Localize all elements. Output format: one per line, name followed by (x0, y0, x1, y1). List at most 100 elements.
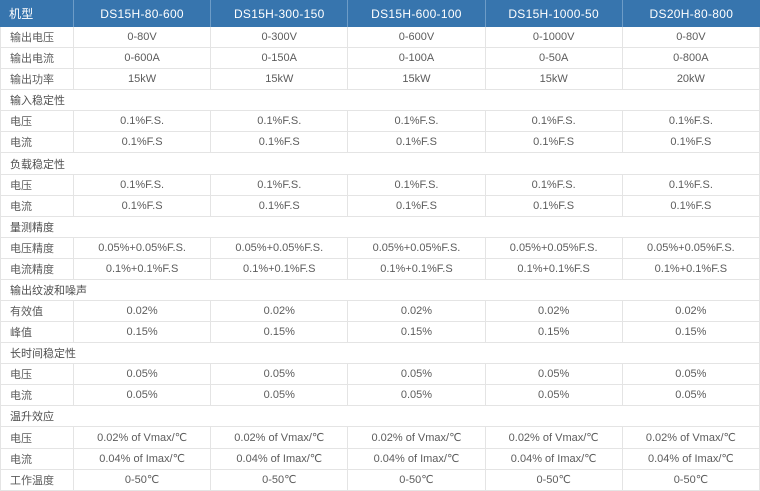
value-cell: 0.02% (74, 301, 212, 323)
row-label: 工作温度 (0, 469, 74, 491)
value-cell: 0-50A (485, 48, 623, 70)
value-cell: 0.05%+0.05%F.S. (348, 237, 486, 259)
value-cell: 0.02% (348, 301, 486, 323)
value-cell: 0-300V (211, 27, 349, 49)
value-cell: 0.1%F.S. (485, 174, 623, 196)
row-label: 电流 (0, 448, 74, 470)
section-label: 负载稳定性 (0, 153, 760, 175)
table-row: 输出电流 0-600A 0-150A 0-100A 0-50A 0-800A (0, 48, 760, 70)
table-row: 工作温度 0-50℃ 0-50℃ 0-50℃ 0-50℃ 0-50℃ (0, 469, 760, 491)
value-cell: 0.1%F.S (348, 132, 486, 154)
value-cell: 0.1%F.S (211, 195, 349, 217)
section-row: 输出纹波和噪声 (0, 279, 760, 302)
value-cell: 0-80V (622, 27, 760, 49)
table-row: 电压 0.1%F.S. 0.1%F.S. 0.1%F.S. 0.1%F.S. 0.1%F.… (0, 174, 760, 196)
value-cell: 0.02% of Vmax/℃ (622, 427, 760, 449)
value-cell: 0.1%F.S. (348, 111, 486, 133)
row-label: 输出功率 (0, 69, 74, 91)
value-cell: 0.1%F.S (622, 132, 760, 154)
table-row: 有效值 0.02% 0.02% 0.02% 0.02% 0.02% (0, 301, 760, 323)
table-row: 电压 0.1%F.S. 0.1%F.S. 0.1%F.S. 0.1%F.S. 0.1%F.… (0, 111, 760, 133)
value-cell: 0.02% (211, 301, 349, 323)
table-row: 电压 0.02% of Vmax/℃ 0.02% of Vmax/℃ 0.02% of… (0, 427, 760, 449)
value-cell: 0.1%+0.1%F.S (348, 258, 486, 280)
value-cell: 0.1%F.S. (211, 174, 349, 196)
value-cell: 0-50℃ (74, 469, 212, 491)
row-label: 电压 (0, 111, 74, 133)
value-cell: 0-600A (74, 48, 212, 70)
value-cell: 0.1%+0.1%F.S (622, 258, 760, 280)
value-cell: 0.15% (348, 322, 486, 344)
value-cell: 0.1%F.S (485, 195, 623, 217)
value-cell: 0-100A (348, 48, 486, 70)
value-cell: 0.1%F.S. (74, 111, 212, 133)
value-cell: 0.1%F.S (348, 195, 486, 217)
model-column-header: DS15H-1000-50 (485, 0, 623, 27)
value-cell: 0.1%+0.1%F.S (74, 258, 212, 280)
section-row: 温升效应 (0, 406, 760, 428)
value-cell: 0-50℃ (485, 469, 623, 491)
value-cell: 15kW (348, 69, 486, 91)
value-cell: 0.04% of Imax/℃ (622, 448, 760, 470)
value-cell: 0.1%F.S. (622, 111, 760, 133)
value-cell: 0.04% of Imax/℃ (74, 448, 212, 470)
value-cell: 0.02% (622, 301, 760, 323)
table-row: 电流 0.1%F.S 0.1%F.S 0.1%F.S 0.1%F.S 0.1%F.S (0, 132, 760, 154)
value-cell: 0.04% of Imax/℃ (211, 448, 349, 470)
value-cell: 0.05% (485, 364, 623, 386)
table-row: 电流 0.04% of Imax/℃ 0.04% of Imax/℃ 0.04% of… (0, 448, 760, 470)
value-cell: 0.15% (211, 322, 349, 344)
value-cell: 0.1%F.S (485, 132, 623, 154)
value-cell: 0.1%F.S. (74, 174, 212, 196)
value-cell: 0.05% (74, 364, 212, 386)
value-cell: 0.15% (74, 322, 212, 344)
value-cell: 0.05% (74, 385, 212, 407)
value-cell: 0.15% (485, 322, 623, 344)
value-cell: 15kW (485, 69, 623, 91)
model-column-header: DS15H-80-600 (74, 0, 212, 27)
row-label: 峰值 (0, 322, 74, 344)
value-cell: 0.1%F.S (74, 132, 212, 154)
section-label: 量测精度 (0, 216, 760, 238)
row-label: 电流 (0, 132, 74, 154)
section-row: 输入稳定性 (0, 90, 760, 112)
table-row: 电压 0.05% 0.05% 0.05% 0.05% 0.05% (0, 364, 760, 386)
value-cell: 0.15% (622, 322, 760, 344)
table-row: 输出电压 0-80V 0-300V 0-600V 0-1000V 0-80V (0, 27, 760, 49)
value-cell: 0.1%F.S (211, 132, 349, 154)
row-label: 有效值 (0, 301, 74, 323)
section-row: 长时间稳定性 (0, 343, 760, 365)
value-cell: 0-1000V (485, 27, 623, 49)
table-header: 机型 DS15H-80-600 DS15H-300-150 DS15H-600-100… (0, 0, 760, 27)
label-column-header: 机型 (0, 0, 74, 27)
value-cell: 0.02% of Vmax/℃ (348, 427, 486, 449)
value-cell: 0-50℃ (211, 469, 349, 491)
value-cell: 0-150A (211, 48, 349, 70)
section-label: 长时间稳定性 (0, 343, 760, 365)
value-cell: 0.1%F.S (74, 195, 212, 217)
table-row: 电流 0.05% 0.05% 0.05% 0.05% 0.05% (0, 385, 760, 407)
section-label: 输出纹波和噪声 (0, 279, 760, 302)
value-cell: 0.02% (485, 301, 623, 323)
value-cell: 15kW (74, 69, 212, 91)
table-row: 电流 0.1%F.S 0.1%F.S 0.1%F.S 0.1%F.S 0.1%F.S (0, 195, 760, 217)
value-cell: 0.1%F.S. (622, 174, 760, 196)
value-cell: 0.02% of Vmax/℃ (211, 427, 349, 449)
value-cell: 0.1%F.S. (348, 174, 486, 196)
row-label: 电压 (0, 364, 74, 386)
value-cell: 0.02% of Vmax/℃ (74, 427, 212, 449)
row-label: 输出电流 (0, 48, 74, 70)
model-column-header: DS15H-300-150 (211, 0, 349, 27)
table-row: 输出功率 15kW 15kW 15kW 15kW 20kW (0, 69, 760, 91)
value-cell: 0-50℃ (622, 469, 760, 491)
table-body: 输出电压 0-80V 0-300V 0-600V 0-1000V 0-80V 输出电流 0-6… (0, 27, 760, 491)
value-cell: 0.05% (348, 364, 486, 386)
section-label: 温升效应 (0, 406, 760, 428)
value-cell: 0.05%+0.05%F.S. (211, 237, 349, 259)
model-column-header: DS15H-600-100 (348, 0, 486, 27)
row-label: 电流精度 (0, 258, 74, 280)
row-label: 电压精度 (0, 237, 74, 259)
value-cell: 0.1%F.S (622, 195, 760, 217)
